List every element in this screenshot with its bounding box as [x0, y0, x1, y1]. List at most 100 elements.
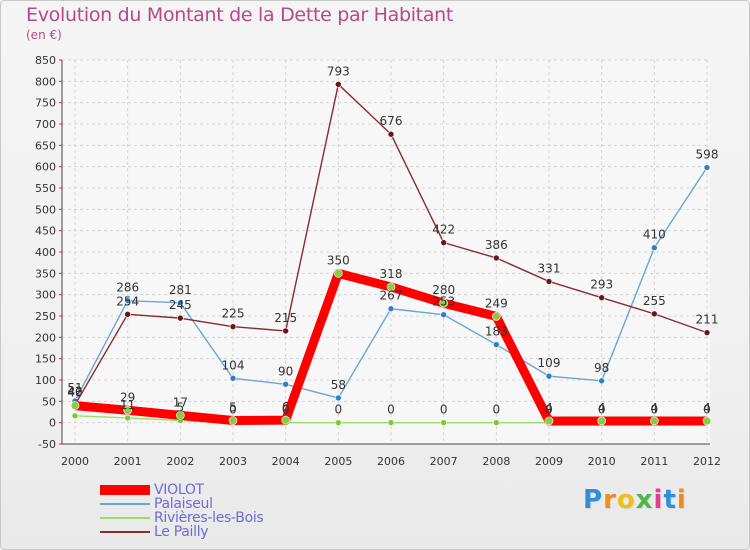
y-tick-label: 350 — [35, 267, 56, 280]
legend-item-le-pailly[interactable]: Le Pailly — [100, 524, 320, 540]
data-point-palaiseul — [651, 244, 658, 252]
data-point-le-pailly — [598, 294, 605, 301]
data-point-le-pailly — [335, 81, 342, 88]
data-point-violot — [439, 298, 448, 308]
data-label-rivi-res-les-bois: 0 — [703, 403, 711, 417]
x-tick-label: 2001 — [114, 455, 142, 468]
legend-item-rivieres-les-bois[interactable]: Rivières-les-Bois — [100, 510, 320, 526]
x-tick-label: 2010 — [588, 455, 616, 468]
data-label-le-pailly: 42 — [67, 385, 82, 399]
data-point-le-pailly — [387, 130, 395, 138]
data-label-palaiseul: 267 — [380, 289, 403, 303]
data-label-le-pailly: 386 — [485, 238, 508, 252]
data-label-rivi-res-les-bois: 0 — [598, 403, 606, 417]
data-label-violot: 17 — [173, 395, 188, 409]
data-label-palaiseul: 109 — [538, 356, 561, 370]
data-label-rivi-res-les-bois: 0 — [335, 403, 343, 417]
data-label-le-pailly: 254 — [116, 294, 139, 308]
data-label-rivi-res-les-bois: 0 — [229, 403, 237, 417]
legend-swatch-palaiseul — [100, 497, 150, 511]
y-tick-label: 750 — [35, 97, 56, 110]
data-point-palaiseul — [493, 341, 500, 348]
data-label-palaiseul: 58 — [331, 378, 346, 392]
data-point-violot — [70, 401, 80, 410]
data-point-violot — [702, 416, 712, 426]
brand-letter: P — [583, 485, 604, 515]
y-tick-label: 550 — [35, 182, 56, 195]
y-tick-label: 0 — [49, 417, 56, 430]
legend-item-violot[interactable]: VIOLOT — [100, 482, 320, 498]
data-point-violot — [123, 405, 132, 415]
data-point-palaiseul — [598, 377, 605, 385]
data-label-le-pailly: 255 — [643, 294, 666, 308]
y-tick-label: 250 — [35, 310, 56, 323]
data-label-violot: 4 — [545, 401, 553, 415]
y-tick-label: 450 — [35, 225, 56, 238]
data-point-violot — [281, 415, 290, 425]
data-label-palaiseul: 410 — [643, 228, 666, 242]
chart-title: Evolution du Montant de la Dette par Hab… — [26, 4, 454, 26]
data-point-palaiseul — [387, 305, 395, 313]
brand-letter: t — [663, 485, 677, 515]
data-label-le-pailly: 225 — [222, 307, 245, 321]
legend-item-palaiseul[interactable]: Palaiseul — [100, 496, 320, 512]
data-label-palaiseul: 183 — [485, 325, 508, 339]
data-label-violot: 40 — [67, 386, 82, 400]
data-point-le-pailly — [703, 329, 711, 336]
data-point-violot — [650, 416, 659, 426]
y-tick-label: -50 — [38, 438, 56, 451]
data-point-violot — [544, 416, 554, 426]
data-label-palaiseul: 90 — [278, 364, 293, 378]
y-tick-label: 850 — [35, 54, 56, 67]
data-label-palaiseul: 281 — [169, 283, 192, 297]
x-tick-label: 2003 — [219, 455, 247, 468]
data-label-violot: 249 — [485, 296, 508, 310]
y-tick-label: 100 — [35, 374, 56, 387]
data-point-palaiseul — [282, 380, 289, 388]
y-tick-label: 400 — [35, 246, 56, 259]
data-label-violot: 29 — [120, 390, 135, 404]
data-point-rivi-res-les-bois — [440, 419, 447, 426]
data-label-rivi-res-les-bois: 0 — [651, 403, 659, 417]
data-label-le-pailly: 331 — [538, 261, 561, 275]
data-point-palaiseul — [703, 164, 711, 171]
data-label-palaiseul: 98 — [594, 361, 609, 375]
data-point-violot — [228, 416, 238, 425]
data-label-le-pailly: 676 — [380, 114, 403, 128]
brand-letter: o — [616, 485, 636, 515]
data-point-palaiseul — [124, 297, 131, 304]
data-label-rivi-res-les-bois: 0 — [440, 403, 448, 417]
data-point-le-pailly — [282, 327, 289, 335]
y-tick-label: 200 — [35, 331, 56, 344]
data-point-rivi-res-les-bois — [124, 414, 131, 422]
legend-swatch-rivieres-les-bois — [100, 511, 150, 525]
brand-letter: r — [603, 485, 617, 515]
data-point-le-pailly — [651, 310, 658, 318]
data-label-violot: 6 — [282, 400, 290, 414]
y-tick-label: 600 — [35, 161, 56, 174]
data-point-le-pailly — [493, 254, 500, 262]
data-point-violot — [334, 269, 343, 278]
data-label-le-pailly: 245 — [169, 298, 192, 312]
chart-subtitle: (en €) — [26, 28, 62, 42]
data-point-rivi-res-les-bois — [71, 412, 79, 420]
data-point-le-pailly — [440, 239, 447, 246]
data-point-violot — [386, 282, 396, 292]
y-tick-label: 300 — [35, 289, 56, 302]
x-tick-label: 2009 — [535, 455, 563, 468]
brand-letter: i — [653, 485, 664, 515]
x-tick-label: 2000 — [61, 455, 89, 468]
data-label-palaiseul: 104 — [222, 358, 245, 372]
data-label-rivi-res-les-bois: 0 — [545, 403, 553, 417]
y-tick-label: 50 — [42, 395, 56, 408]
legend: VIOLOT Palaiseul Rivières-les-Bois Le Pa… — [100, 482, 320, 540]
legend-swatch-violot — [100, 483, 150, 497]
x-tick-label: 2012 — [693, 455, 721, 468]
data-label-le-pailly: 211 — [696, 313, 719, 327]
proxiti-logo: Proxiti — [583, 485, 687, 515]
brand-letter: i — [676, 485, 687, 515]
y-tick-label: 800 — [35, 75, 56, 88]
data-label-violot: 318 — [380, 267, 403, 281]
data-label-violot: 350 — [327, 253, 350, 267]
x-tick-label: 2005 — [324, 455, 352, 468]
